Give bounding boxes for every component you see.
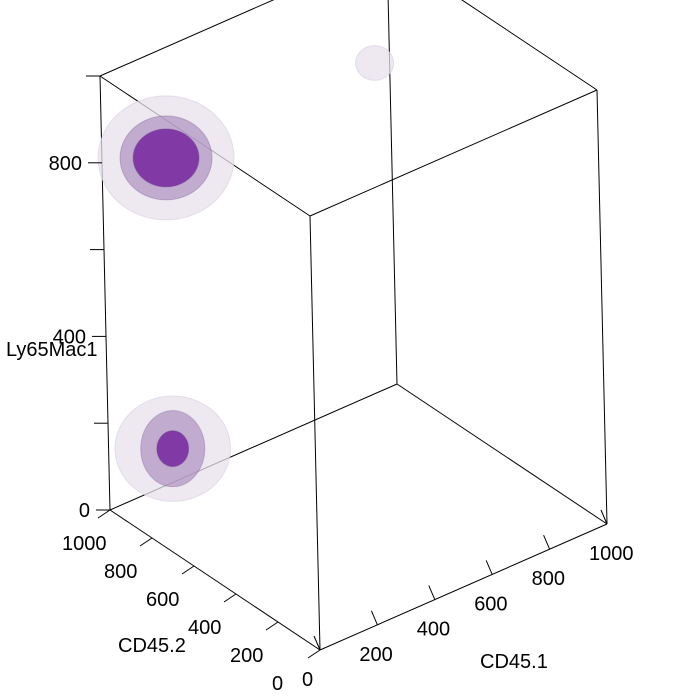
box-edge [309, 215, 321, 651]
x-tick [600, 509, 608, 525]
y-tick-label: 0 [272, 673, 283, 695]
box-edge [387, 0, 398, 385]
contour-inner [132, 128, 200, 188]
z-tick-label: 400 [53, 326, 86, 348]
box-edge [109, 509, 321, 651]
x-tick [370, 610, 378, 625]
x-tick-label: 0 [302, 669, 313, 691]
x-tick-label: 1000 [589, 543, 634, 565]
y-tick-label: 1000 [62, 533, 107, 555]
density-clusters [97, 45, 395, 502]
z-tick-label: 800 [49, 153, 82, 175]
box-edge [309, 89, 598, 217]
y-tick-label: 800 [104, 561, 137, 583]
tick-labels: 0 200 400 600 800 1000 0 200 400 600 800 1000 0 400 80… [49, 153, 634, 695]
box-edge [396, 383, 608, 525]
density-cluster [355, 45, 395, 81]
y-tick [181, 565, 195, 575]
y-tick [97, 509, 111, 519]
x-tick [543, 535, 551, 550]
box-edge [99, 0, 275, 77]
y-tick [307, 649, 321, 659]
x-axis-title: CD45.1 [480, 651, 548, 673]
z-axis-title: Ly65Mac1 [6, 339, 98, 361]
contour-outer [355, 45, 395, 81]
box-edge [319, 523, 608, 651]
box-edge [596, 89, 608, 525]
axis-ticks [86, 75, 608, 659]
x-tick [485, 560, 493, 575]
y-tick [139, 537, 153, 547]
x-tick-label: 600 [474, 593, 507, 615]
x-tick-label: 200 [359, 644, 392, 666]
y-tick [265, 621, 279, 631]
x-tick-label: 800 [532, 568, 565, 590]
y-axis-title: CD45.2 [118, 635, 186, 657]
density-cluster [114, 395, 232, 502]
y-tick-label: 600 [146, 589, 179, 611]
z-tick-label: 0 [79, 500, 90, 522]
box-edge [461, 0, 598, 91]
density-cluster [97, 95, 235, 221]
y-tick [223, 593, 237, 603]
y-tick-label: 200 [230, 645, 263, 667]
x-tick [428, 585, 436, 600]
x-tick-label: 400 [417, 619, 450, 641]
contour-inner [156, 430, 190, 468]
y-tick-label: 400 [188, 617, 221, 639]
x-tick [313, 635, 321, 651]
